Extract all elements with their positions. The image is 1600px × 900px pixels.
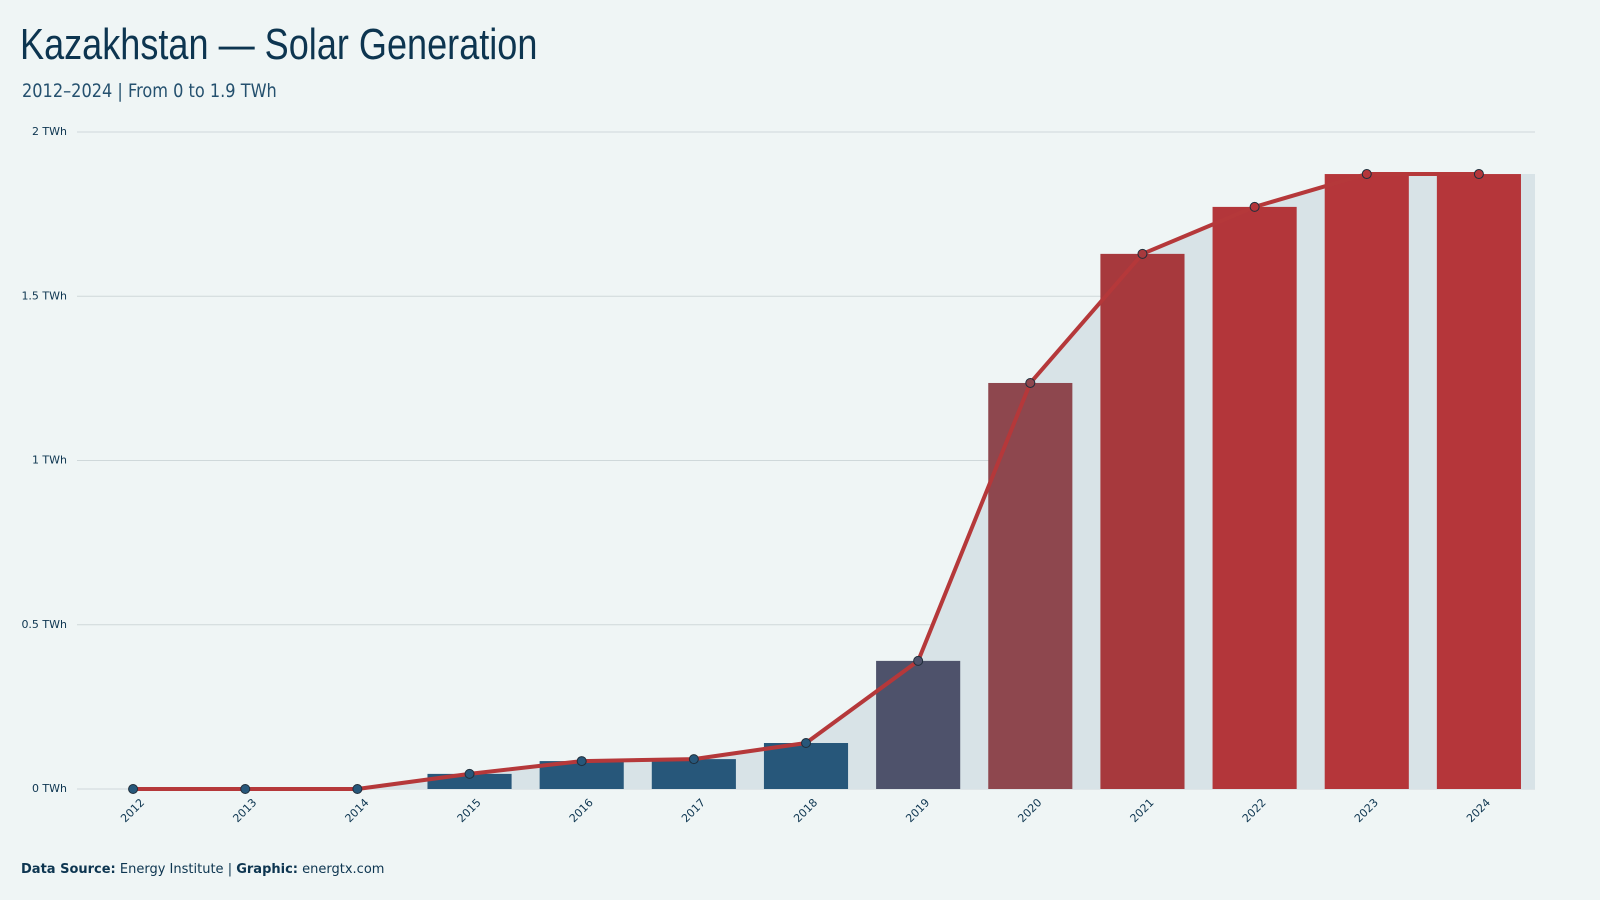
line-point: [1361, 169, 1372, 180]
line-point: [913, 655, 924, 666]
graphic-label: Graphic:: [236, 862, 298, 877]
line-point: [240, 784, 251, 794]
source: Energy Institute: [119, 862, 224, 877]
y-tick-label: 0.5 TWh: [21, 618, 67, 631]
separator: |: [227, 862, 233, 877]
x-tick-label: 2024: [1464, 796, 1493, 825]
source-label: Data Source:: [21, 862, 116, 877]
y-tick-label: 2 TWh: [32, 125, 67, 138]
line-point: [1137, 248, 1148, 259]
x-tick-label: 2012: [118, 796, 147, 825]
x-tick-label: 2014: [343, 796, 372, 825]
y-tick-label: 0 TWh: [32, 782, 67, 795]
x-tick-label: 2018: [791, 796, 820, 825]
line-point: [576, 756, 587, 767]
chart-title: Kazakhstan — Solar Generation: [20, 20, 538, 69]
line-point: [464, 768, 475, 779]
x-tick-label: 2015: [455, 796, 484, 825]
x-tick-label: 2020: [1015, 796, 1044, 825]
bar: [1100, 253, 1185, 789]
x-tick-label: 2019: [903, 796, 932, 825]
area: [133, 174, 1536, 790]
y-tick-label: 1.5 TWh: [21, 289, 67, 302]
bar: [988, 382, 1073, 789]
x-tick-label: 2017: [679, 796, 708, 825]
x-tick-label: 2022: [1240, 796, 1269, 825]
line-point: [128, 784, 139, 794]
bar: [763, 743, 849, 789]
line-point: [688, 754, 699, 765]
line-point: [801, 738, 811, 749]
y-tick-label: 1 TWh: [32, 454, 67, 467]
chart-subtitle: 2012–2024 | From 0 to 1.9 TWh: [22, 80, 277, 102]
x-tick-label: 2021: [1128, 796, 1157, 825]
bar: [1324, 174, 1409, 790]
line-point: [1249, 201, 1260, 212]
x-tick-label: 2016: [567, 796, 596, 825]
graphic: energtx.com: [302, 862, 385, 877]
x-tick-label: 2023: [1352, 796, 1381, 825]
line-point: [1025, 377, 1036, 388]
footer: Data Source: Energy Institute | Graphic:…: [21, 862, 384, 877]
line-point: [1473, 169, 1484, 180]
bar: [1436, 174, 1521, 790]
x-tick-label: 2013: [230, 796, 259, 825]
bar: [1212, 206, 1297, 789]
line-point: [352, 784, 363, 794]
